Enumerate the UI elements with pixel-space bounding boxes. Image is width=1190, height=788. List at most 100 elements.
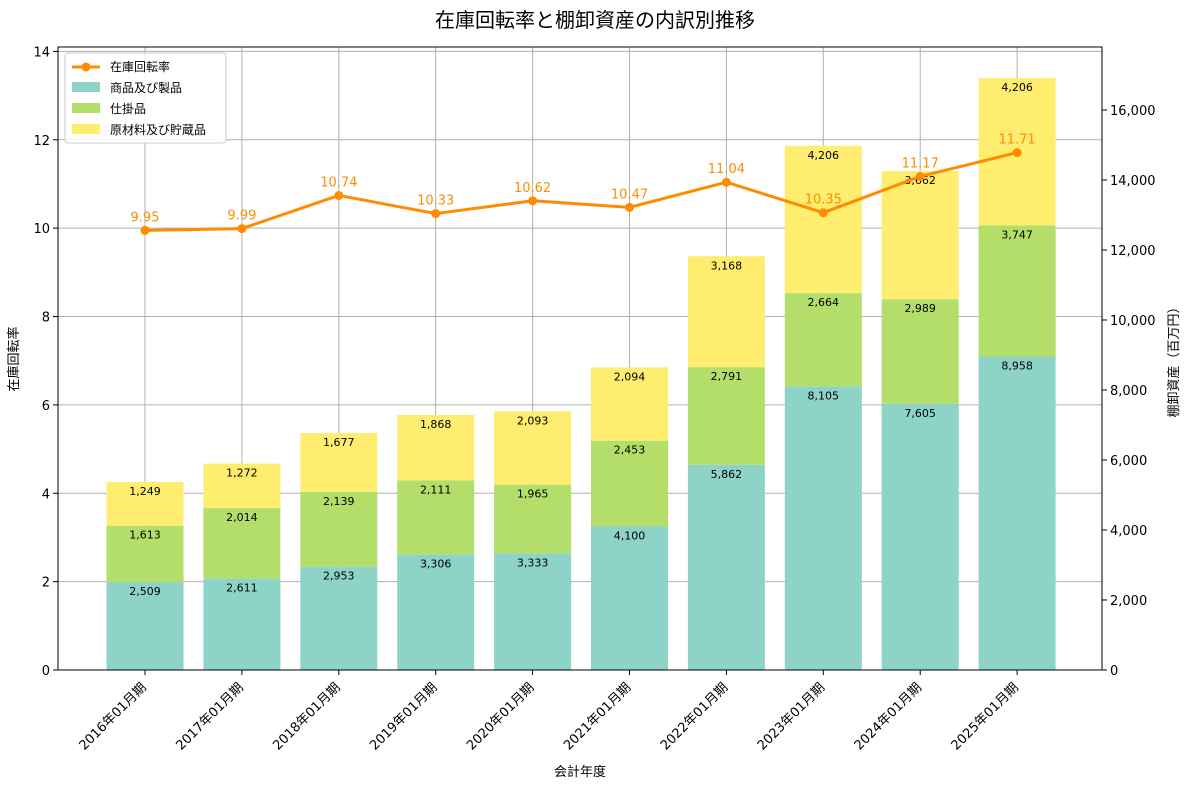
legend-label-products: 商品及び製品	[110, 80, 182, 95]
turnover-line	[140, 148, 1022, 235]
bar-wip	[784, 293, 862, 387]
x-axis: 2016年01月期 2017年01月期 2018年01月期 2019年01月期 2020…	[77, 670, 1022, 754]
turnover-value-label: 10.62	[514, 181, 551, 196]
x-tick-label: 2023年01月期	[755, 680, 828, 753]
y-right-tick-label: 14,000	[1110, 174, 1156, 189]
bar-materials	[203, 463, 281, 509]
turnover-value-label: 9.99	[227, 209, 256, 224]
bar-materials	[106, 482, 184, 526]
bars	[106, 78, 1056, 670]
legend-label-wip: 仕掛品	[110, 101, 146, 116]
bar-label-materials: 1,868	[420, 418, 452, 431]
legend-label-materials: 原材料及び貯蔵品	[110, 123, 206, 137]
bar-materials	[397, 415, 475, 481]
bar-label-products: 3,306	[420, 557, 452, 570]
y-left-tick-label: 10	[33, 222, 50, 237]
bar-label-products: 2,509	[129, 585, 161, 598]
plot-frame	[57, 46, 1103, 671]
bar-products	[494, 553, 572, 670]
bar-products	[687, 464, 765, 670]
bar-label-wip: 2,791	[711, 370, 743, 383]
turnover-value-label: 9.95	[131, 210, 160, 225]
bar-products	[397, 554, 475, 670]
y-axis-right-label: 棚卸資産（百万円）	[1166, 300, 1182, 417]
bar-label-materials: 4,206	[808, 149, 840, 162]
turnover-line-path	[144, 151, 1018, 232]
x-axis-label: 会計年度	[554, 764, 606, 780]
x-tick-label: 2018年01月期	[270, 680, 343, 753]
bar-wip	[397, 480, 475, 555]
turnover-value-label: 11.17	[902, 156, 939, 171]
turnover-point	[818, 208, 828, 218]
y-left-tick-label: 12	[33, 134, 50, 149]
x-tick-label: 2017年01月期	[173, 680, 246, 753]
y-left-tick-label: 6	[42, 399, 50, 414]
bar-wip	[494, 484, 572, 554]
bar-label-wip: 1,613	[129, 529, 161, 542]
bar-label-products: 3,333	[517, 556, 549, 569]
bar-materials	[494, 411, 572, 485]
bar-label-wip: 2,664	[808, 296, 840, 309]
legend-line-marker	[81, 62, 91, 72]
x-tick-label: 2020年01月期	[464, 680, 537, 753]
legend: 在庫回転率 商品及び製品 仕掛品 原材料及び貯蔵品	[64, 52, 227, 144]
bar-wip	[300, 491, 378, 567]
turnover-value-label: 11.04	[708, 162, 745, 177]
bar-label-materials: 1,677	[323, 436, 355, 449]
y-axis-right: 0 2,000 4,000 6,000 8,000 10,000 12,000 14,000 1…	[1102, 104, 1156, 679]
bar-label-materials: 4,206	[1001, 81, 1033, 94]
y-right-tick-label: 16,000	[1110, 104, 1156, 119]
chart-title: 在庫回転率と棚卸資産の内訳別推移	[435, 8, 755, 32]
bar-label-wip: 1,965	[517, 488, 549, 501]
y-right-tick-label: 10,000	[1110, 314, 1156, 329]
turnover-point	[528, 196, 538, 206]
bar-label-products: 2,953	[323, 570, 355, 583]
turnover-point	[431, 209, 441, 219]
x-tick-label: 2021年01月期	[561, 680, 634, 753]
turnover-point	[721, 177, 731, 187]
bar-products	[203, 578, 281, 670]
bar-label-products: 7,605	[904, 407, 936, 420]
x-tick-label: 2022年01月期	[658, 680, 731, 753]
x-tick-label: 2024年01月期	[852, 680, 925, 753]
bar-materials	[300, 433, 378, 492]
turnover-point	[1012, 148, 1022, 158]
bar-products	[300, 566, 378, 670]
turnover-point	[140, 225, 150, 235]
turnover-value-label: 10.74	[320, 175, 357, 190]
bar-label-wip: 2,139	[323, 495, 355, 508]
y-right-tick-label: 12,000	[1110, 244, 1156, 259]
bar-label-wip: 2,111	[420, 483, 452, 496]
bar-materials	[591, 367, 668, 441]
turnover-value-label: 10.35	[805, 193, 842, 208]
line-labels: 9.95 9.99 10.74 10.33 10.62 10.47 11.04 10.35 11…	[131, 133, 1036, 226]
y-right-tick-label: 8,000	[1110, 384, 1147, 399]
bar-label-materials: 2,093	[517, 414, 549, 427]
turnover-value-label: 10.47	[611, 187, 648, 202]
legend-swatch-materials	[72, 124, 100, 134]
bar-label-materials: 1,272	[226, 467, 258, 480]
bar-label-products: 5,862	[711, 468, 743, 481]
bar-labels: 2,509 1,613 1,249 2,611 2,014 1,272 2,953 2,139…	[129, 81, 1033, 598]
y-left-tick-label: 14	[33, 45, 50, 60]
bar-label-wip: 3,747	[1001, 228, 1033, 241]
bar-label-wip: 2,989	[904, 302, 936, 315]
bar-label-materials: 1,249	[129, 485, 161, 498]
bar-wip	[978, 225, 1056, 357]
y-right-tick-label: 0	[1110, 664, 1118, 679]
x-tick-label: 2019年01月期	[367, 680, 440, 753]
bar-products	[591, 526, 668, 670]
bar-label-materials: 3,168	[711, 259, 743, 272]
y-left-tick-label: 2	[42, 576, 50, 591]
bar-products	[881, 403, 959, 670]
bar-label-materials: 2,094	[614, 370, 646, 383]
y-right-tick-label: 6,000	[1110, 454, 1147, 469]
bar-materials	[881, 171, 959, 300]
turnover-point	[915, 171, 925, 181]
x-tick-label: 2016年01月期	[77, 680, 150, 753]
bar-label-products: 8,958	[1001, 359, 1033, 372]
bar-materials	[687, 256, 765, 368]
y-right-tick-label: 4,000	[1110, 524, 1147, 539]
bar-products	[106, 582, 184, 670]
bar-materials	[784, 145, 862, 294]
